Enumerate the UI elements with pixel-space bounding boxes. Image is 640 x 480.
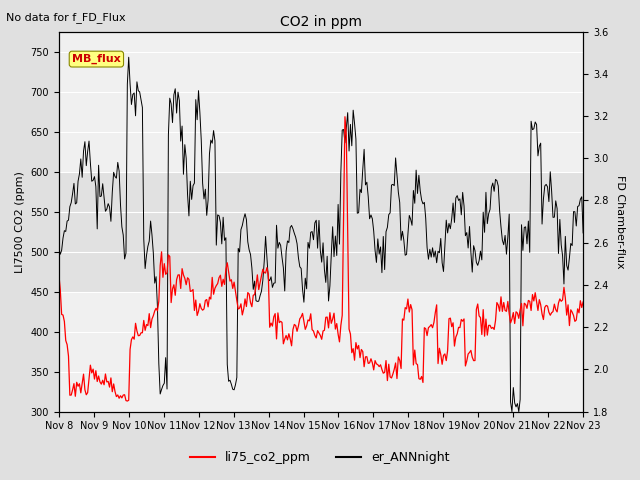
Text: No data for f_FD_Flux: No data for f_FD_Flux <box>6 12 126 23</box>
Y-axis label: FD Chamber-flux: FD Chamber-flux <box>615 175 625 268</box>
Y-axis label: LI7500 CO2 (ppm): LI7500 CO2 (ppm) <box>15 171 25 273</box>
Text: MB_flux: MB_flux <box>72 54 121 64</box>
Bar <box>59 172 583 292</box>
Legend: li75_co2_ppm, er_ANNnight: li75_co2_ppm, er_ANNnight <box>186 446 454 469</box>
Title: CO2 in ppm: CO2 in ppm <box>280 15 362 29</box>
